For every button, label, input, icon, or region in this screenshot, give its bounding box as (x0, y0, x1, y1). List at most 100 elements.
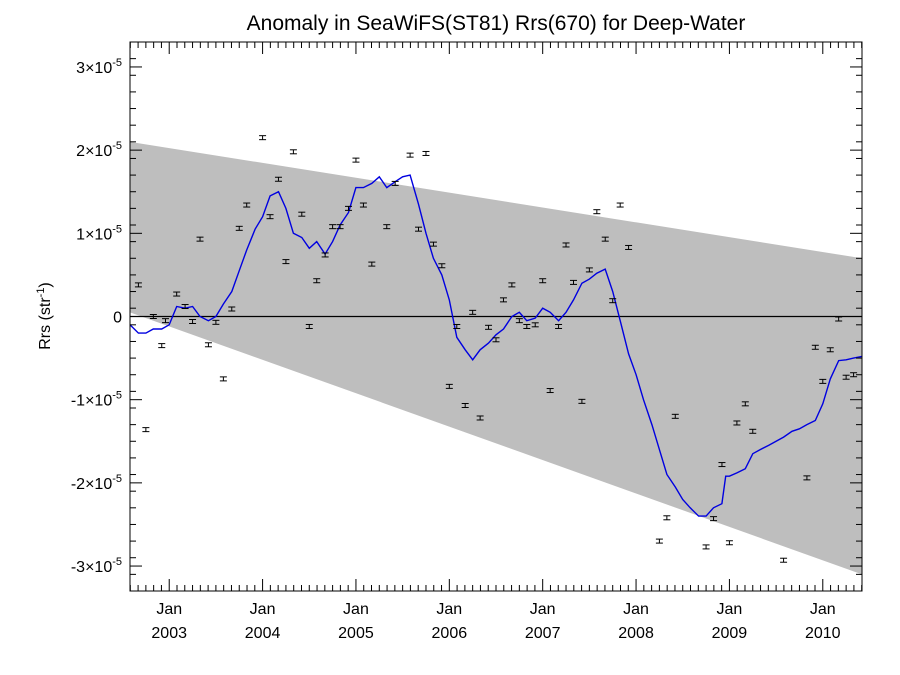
x-tick-year-label: 2003 (151, 625, 187, 642)
data-point (733, 420, 741, 426)
data-point (228, 306, 236, 312)
data-point (749, 428, 757, 434)
data-point (259, 135, 267, 141)
confidence-band (130, 141, 862, 575)
data-point (461, 403, 469, 409)
data-point (173, 291, 181, 297)
data-point (313, 278, 321, 284)
data-point (811, 344, 819, 350)
y-axis-label-exponent: -1 (35, 288, 47, 298)
x-tick-year-label: 2008 (618, 625, 654, 642)
data-point (344, 205, 352, 211)
data-point (702, 544, 710, 550)
x-tick-month-label: Jan (156, 601, 182, 618)
data-point (508, 282, 516, 288)
data-point (562, 242, 570, 248)
data-point (305, 323, 313, 329)
data-point (671, 413, 679, 419)
x-tick-month-label: Jan (530, 601, 556, 618)
data-point (196, 236, 204, 242)
y-tick-label: -3×10-5 (71, 556, 122, 576)
data-point (438, 263, 446, 269)
data-point (819, 378, 827, 384)
y-tick-label: 1×10-5 (76, 223, 122, 243)
y-axis-label: Rrs (str-1) (35, 282, 54, 350)
y-tick-exponent: -5 (112, 223, 122, 235)
data-point (515, 318, 523, 324)
data-point (663, 515, 671, 521)
data-point (469, 309, 477, 315)
y-axis-label-close: ) (37, 282, 54, 287)
data-point (352, 157, 360, 163)
data-point (181, 304, 189, 310)
data-point (415, 226, 423, 232)
data-point (336, 224, 344, 230)
y-tick-mantissa: -2×10 (71, 476, 112, 493)
data-point (204, 342, 212, 348)
data-point (321, 252, 329, 258)
y-tick-exponent: -5 (112, 390, 122, 402)
y-axis-ticks: -3×10-5-2×10-5-1×10-501×10-52×10-53×10-5 (71, 41, 862, 592)
data-point (429, 241, 437, 247)
data-point (835, 316, 843, 322)
data-point (212, 319, 220, 325)
data-point (189, 318, 197, 324)
data-point (266, 214, 274, 220)
data-point (803, 475, 811, 481)
data-point (161, 318, 169, 324)
data-point (523, 323, 531, 329)
data-point (445, 383, 453, 389)
data-point (142, 427, 150, 433)
x-tick-year-label: 2007 (525, 625, 561, 642)
data-point (569, 279, 577, 285)
data-point (476, 415, 484, 421)
y-tick-exponent: -5 (112, 140, 122, 152)
data-point (406, 152, 414, 158)
y-tick-label: 0 (113, 310, 122, 327)
y-tick-label: -2×10-5 (71, 473, 122, 493)
data-point (282, 259, 290, 265)
x-tick-month-label: Jan (250, 601, 276, 618)
data-point (149, 314, 157, 319)
data-point (383, 224, 391, 230)
data-point (539, 278, 547, 284)
y-tick-exponent: -5 (112, 473, 122, 485)
data-point (219, 376, 227, 382)
y-tick-exponent: -5 (112, 57, 122, 69)
data-point (485, 324, 493, 330)
data-point (725, 540, 733, 546)
data-point (492, 337, 500, 343)
y-tick-exponent: -5 (112, 556, 122, 568)
data-point (578, 398, 586, 404)
x-tick-year-label: 2004 (245, 625, 281, 642)
trend-line (130, 174, 862, 517)
data-point (499, 297, 507, 303)
data-point (741, 401, 749, 407)
y-tick-label: 3×10-5 (76, 57, 122, 77)
data-point (655, 538, 663, 544)
data-point (601, 236, 609, 242)
data-point (368, 261, 376, 267)
x-tick-month-label: Jan (623, 601, 649, 618)
data-point (453, 323, 461, 329)
data-point (289, 149, 297, 155)
data-point (850, 372, 858, 378)
y-tick-mantissa: 1×10 (76, 226, 112, 243)
y-tick-label: -1×10-5 (71, 390, 122, 410)
y-tick-mantissa: 3×10 (76, 60, 112, 77)
data-point (134, 282, 142, 288)
data-point (298, 211, 306, 217)
x-tick-year-label: 2005 (338, 625, 374, 642)
data-point (780, 557, 788, 563)
x-tick-year-label: 2006 (432, 625, 468, 642)
y-axis-label-text: Rrs (str (37, 297, 54, 350)
data-point (555, 323, 563, 329)
data-point (422, 150, 430, 156)
data-point (546, 388, 554, 394)
data-point (359, 202, 367, 208)
y-tick-mantissa: 0 (113, 310, 122, 327)
data-point (616, 202, 624, 208)
x-tick-year-label: 2009 (712, 625, 748, 642)
x-tick-month-label: Jan (343, 601, 369, 618)
